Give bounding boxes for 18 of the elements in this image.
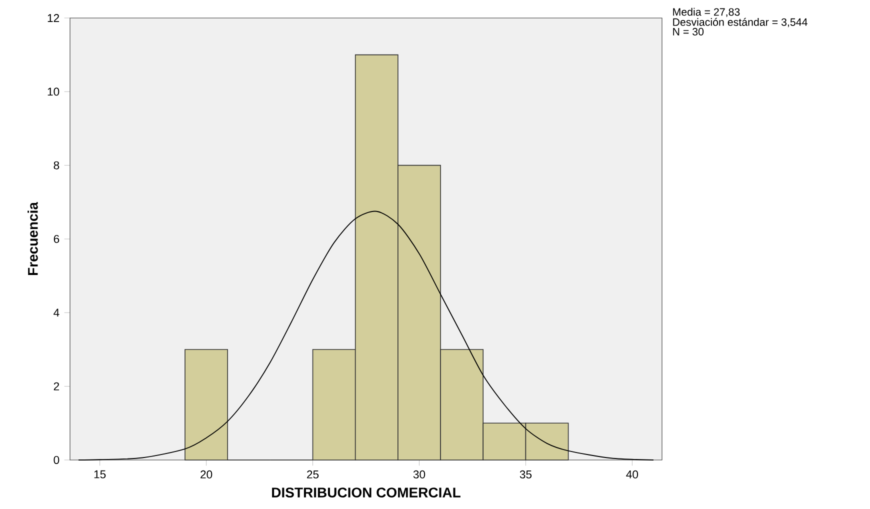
x-tick-label: 20 xyxy=(200,470,212,478)
x-tick-label: 30 xyxy=(413,470,426,478)
x-tick-label: 15 xyxy=(94,470,106,478)
x-tick-label: 25 xyxy=(307,470,319,478)
x-axis-title: DISTRIBUCION COMERCIAL xyxy=(272,488,460,498)
y-tick-label: 2 xyxy=(54,382,60,390)
y-tick-label: 6 xyxy=(54,234,60,243)
text: Desviación estándar = 3,544 xyxy=(673,18,808,28)
y-tick-label: 4 xyxy=(54,308,60,317)
y-axis-title: Frecuencia xyxy=(28,202,38,276)
y-tick-label: 8 xyxy=(54,161,60,170)
x-tick-label: 40 xyxy=(626,470,638,478)
y-tick-label: 0 xyxy=(54,456,60,464)
text: N = 30 xyxy=(673,28,704,36)
y-tick-label: 12 xyxy=(48,14,60,22)
x-tick-label: 35 xyxy=(520,470,532,478)
y-tick-label: 10 xyxy=(48,88,60,96)
text: Media = 27,83 xyxy=(673,8,740,18)
